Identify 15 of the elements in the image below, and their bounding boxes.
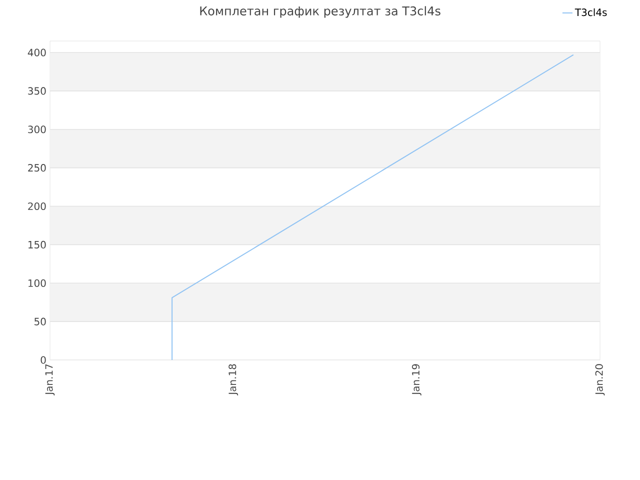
y-tick-label: 150 <box>28 240 46 248</box>
x-tick-label: Jan.19 <box>412 364 422 396</box>
y-tick-label: 300 <box>28 126 46 134</box>
legend-label: T3cl4s <box>574 8 607 16</box>
y-tick-label: 50 <box>34 318 46 326</box>
x-tick-label: Jan.17 <box>45 364 55 396</box>
y-tick-label: 100 <box>28 279 46 287</box>
y-tick-label: 200 <box>28 202 46 210</box>
y-tick-label: 350 <box>28 87 46 95</box>
y-tick-label: 250 <box>28 164 46 172</box>
x-tick-label: Jan.20 <box>595 364 605 396</box>
chart-title: Комплетан график резултат за T3cl4s <box>200 6 440 18</box>
y-tick-label: 0 <box>40 356 46 364</box>
y-tick-label: 400 <box>28 48 46 56</box>
x-tick-label: Jan.18 <box>228 364 238 396</box>
